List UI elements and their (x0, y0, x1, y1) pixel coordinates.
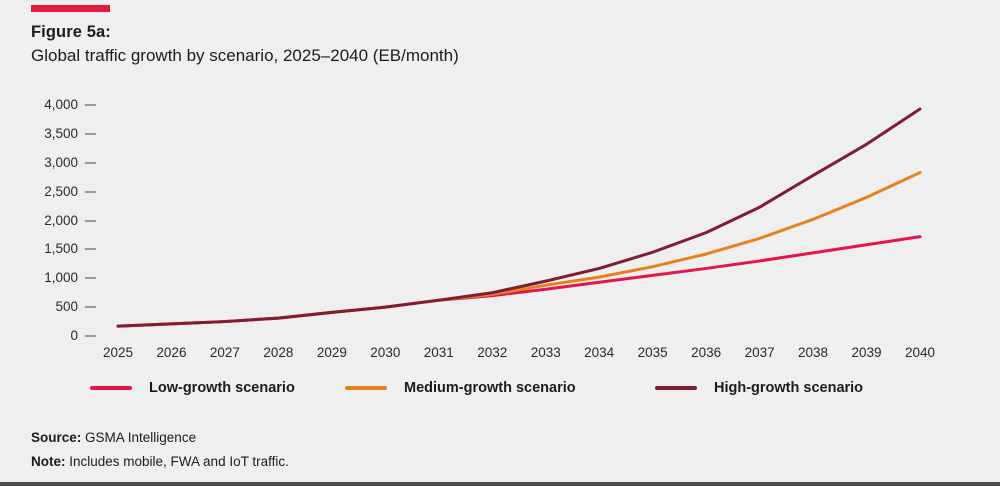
figure-title: Global traffic growth by scenario, 2025–… (31, 46, 459, 65)
y-tick-mark (85, 104, 96, 106)
x-tick-label: 2036 (691, 345, 722, 360)
y-tick-label: 1,500 (44, 241, 78, 257)
high-growth-scenario-line (116, 107, 922, 328)
legend-swatch (655, 386, 697, 390)
y-tick-mark (85, 161, 96, 164)
note-text: Includes mobile, FWA and IoT traffic. (65, 454, 289, 469)
y-tick-mark (85, 306, 96, 309)
y-tick-mark (85, 335, 96, 337)
y-tick-label: 1,000 (44, 270, 78, 286)
y-tick-mark (85, 132, 96, 135)
x-tick-label: 2028 (263, 345, 294, 360)
y-tick-label: 2,000 (44, 212, 78, 228)
x-tick-label: 2033 (530, 345, 561, 360)
x-tick-label: 2037 (744, 345, 775, 360)
legend-item-medium-growth-scenario: Medium-growth scenario (345, 380, 576, 396)
y-tick-label: 3,000 (44, 154, 78, 170)
y-tick-mark (85, 248, 96, 251)
x-tick-label: 2026 (156, 345, 187, 360)
y-tick-label: 2,500 (44, 183, 78, 199)
legend-swatch (90, 386, 132, 390)
note-label: Note: (31, 454, 66, 469)
note-line: Note: Includes mobile, FWA and IoT traff… (31, 454, 289, 469)
x-tick-label: 2027 (209, 345, 240, 360)
y-tick-label: 0 (70, 328, 78, 343)
x-tick-label: 2038 (798, 345, 829, 360)
x-tick-label: 2040 (904, 345, 936, 360)
medium-growth-scenario-line (116, 171, 922, 328)
figure-label: Figure 5a: (31, 23, 111, 41)
x-tick-label: 2035 (637, 345, 668, 360)
low-growth-scenario-line (116, 235, 922, 328)
legend-item-high-growth-scenario: High-growth scenario (655, 380, 863, 396)
y-tick-mark (85, 277, 96, 280)
y-tick-mark (85, 190, 96, 193)
x-tick-label: 2025 (102, 345, 134, 360)
y-tick-label: 500 (55, 299, 78, 315)
legend-label: Low-growth scenario (149, 380, 295, 396)
y-tick-mark (85, 219, 96, 222)
accent-bar (31, 5, 110, 12)
x-tick-label: 2031 (423, 345, 454, 360)
x-tick-label: 2029 (316, 345, 347, 360)
x-tick-label: 2034 (584, 345, 615, 360)
legend-label: High-growth scenario (714, 380, 864, 396)
legend-label: Medium-growth scenario (404, 380, 576, 396)
x-tick-label: 2032 (477, 345, 508, 360)
legend-swatch (345, 386, 387, 390)
legend-item-low-growth-scenario: Low-growth scenario (90, 380, 295, 396)
source-label: Source: (31, 430, 82, 445)
x-tick-label: 2030 (370, 345, 401, 360)
y-tick-label: 4,000 (44, 97, 78, 112)
source-line: Source: GSMA Intelligence (31, 430, 196, 445)
source-text: GSMA Intelligence (81, 430, 197, 445)
y-tick-label: 3,500 (44, 125, 78, 141)
x-tick-label: 2039 (851, 345, 882, 360)
